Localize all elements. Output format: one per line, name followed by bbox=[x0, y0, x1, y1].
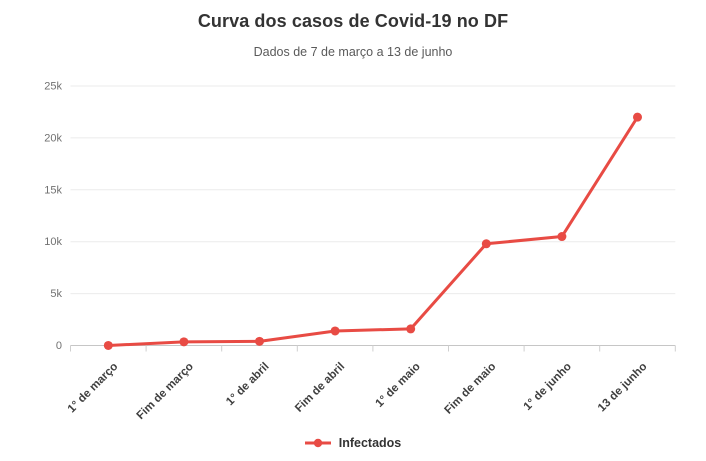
y-axis-tick-label: 5k bbox=[50, 288, 62, 300]
x-axis-label: 13 de junho bbox=[596, 361, 650, 415]
legend-line-marker-icon bbox=[304, 438, 331, 448]
data-point[interactable] bbox=[406, 324, 416, 334]
y-axis-tick-label: 20k bbox=[44, 132, 62, 144]
x-axis-label: Fim de março bbox=[135, 361, 196, 422]
x-axis-label: 1° de junho bbox=[522, 361, 574, 413]
legend[interactable]: Infectados bbox=[0, 436, 706, 450]
series-line bbox=[106, 115, 639, 347]
y-axis-tick-label: 10k bbox=[44, 236, 62, 248]
data-point[interactable] bbox=[557, 232, 567, 242]
data-point[interactable] bbox=[103, 340, 113, 350]
x-axis-label: Fim de abril bbox=[293, 361, 347, 415]
chart-title: Curva dos casos de Covid-19 no DF bbox=[197, 11, 509, 31]
x-axis-label: 1° de abril bbox=[224, 361, 271, 408]
x-axis-label: 1° de maio bbox=[374, 361, 423, 410]
x-axis-label: 1° de março bbox=[66, 361, 121, 416]
data-point[interactable] bbox=[633, 112, 642, 122]
data-point[interactable] bbox=[330, 326, 340, 336]
data-point[interactable] bbox=[179, 337, 189, 347]
legend-label: Infectados bbox=[338, 436, 402, 450]
y-axis-tick-label: 15k bbox=[44, 184, 62, 196]
y-axis-tick-label: 25k bbox=[44, 81, 62, 93]
data-point[interactable] bbox=[481, 239, 491, 249]
chart-subtitle: Dados de 7 de março a 13 de junho bbox=[253, 45, 453, 59]
y-axis-tick-label: 0 bbox=[56, 340, 62, 352]
data-point[interactable] bbox=[255, 336, 264, 346]
x-axis-label: Fim de maio bbox=[442, 361, 498, 417]
